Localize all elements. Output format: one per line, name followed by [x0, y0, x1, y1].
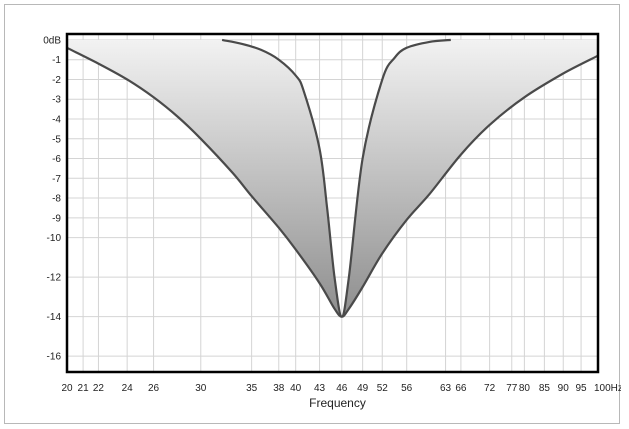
y-tick-label: -1 — [52, 55, 61, 66]
x-tick-label: 38 — [273, 383, 285, 394]
y-tick-label: -3 — [52, 95, 61, 106]
y-tick-label: -9 — [52, 213, 61, 224]
x-tick-label: 56 — [401, 383, 413, 394]
plot-border — [65, 32, 600, 374]
x-tick-label: 90 — [558, 383, 570, 394]
y-tick-label: -14 — [47, 312, 62, 323]
x-tick-label: 40 — [290, 383, 302, 394]
wide-response-curve — [66, 46, 599, 318]
x-tick-label: 30 — [195, 383, 207, 394]
y-tick-label: -10 — [47, 233, 62, 244]
y-tick-label: 0dB — [43, 35, 61, 46]
x-tick-label: 22 — [93, 383, 105, 394]
y-tick-label: -4 — [52, 114, 61, 125]
x-axis-ticks: 20 21 22 24 26 30 35 38 40 43 46 49 52 56 63 66 72 77 80 85… — [61, 383, 621, 394]
x-tick-label: 24 — [122, 383, 134, 394]
x-tick-label: 26 — [148, 383, 160, 394]
x-tick-label: 35 — [246, 383, 258, 394]
x-tick-label: 52 — [377, 383, 389, 394]
band-fill-area — [67, 39, 598, 317]
x-tick-label: 66 — [455, 383, 467, 394]
x-tick-label: 77 — [506, 383, 518, 394]
x-tick-label: 46 — [336, 383, 348, 394]
response-curves — [66, 38, 599, 318]
x-tick-label: 21 — [78, 383, 90, 394]
chart-frame: 0dB -1 -2 -3 -4 -5 -6 -7 -8 -9 -10 -12 -14 -16 20 21 22… — [4, 4, 621, 424]
x-tick-label: 80 — [519, 383, 531, 394]
x-tick-label: 72 — [484, 383, 496, 394]
y-tick-label: -8 — [52, 194, 61, 205]
x-tick-label: 85 — [539, 383, 551, 394]
y-tick-label: -6 — [52, 154, 61, 165]
y-tick-label: -2 — [52, 75, 61, 86]
x-tick-label: 43 — [314, 383, 326, 394]
y-tick-label: -12 — [47, 273, 62, 284]
x-tick-label: 20 — [61, 383, 73, 394]
narrow-response-curve — [221, 38, 451, 318]
y-tick-label: -7 — [52, 174, 61, 185]
response-band-fill — [67, 39, 598, 317]
frequency-response-chart: 0dB -1 -2 -3 -4 -5 -6 -7 -8 -9 -10 -12 -14 -16 20 21 22… — [43, 32, 621, 410]
y-tick-label: -5 — [52, 134, 61, 145]
x-tick-label: 63 — [440, 383, 452, 394]
x-tick-label: 100Hz — [594, 383, 621, 394]
y-axis-ticks: 0dB -1 -2 -3 -4 -5 -6 -7 -8 -9 -10 -12 -14 -16 — [43, 35, 61, 362]
x-axis-title: Frequency — [309, 396, 366, 410]
x-tick-label: 95 — [576, 383, 588, 394]
y-tick-label: -16 — [47, 352, 62, 363]
x-tick-label: 49 — [357, 383, 369, 394]
